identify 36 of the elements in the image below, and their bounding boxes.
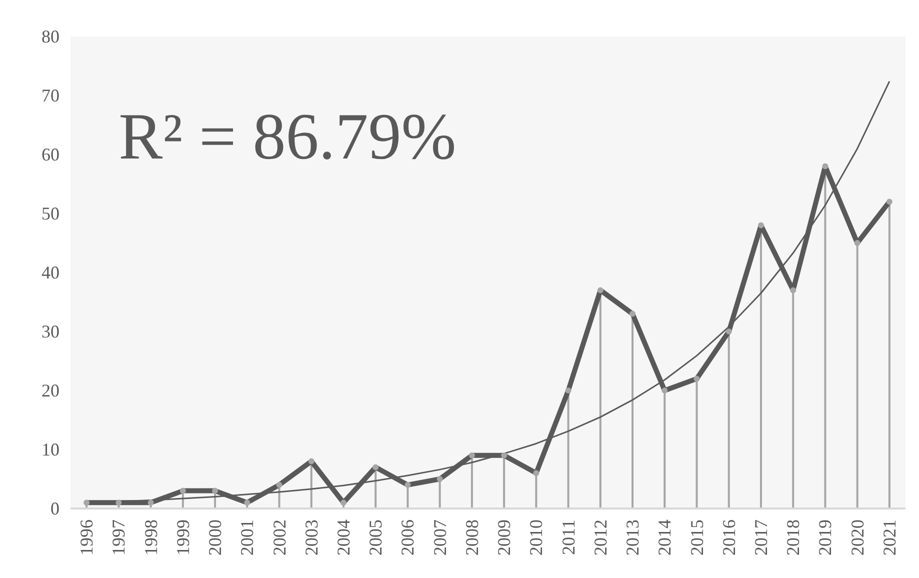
y-tick-label: 50 xyxy=(42,204,60,224)
x-tick-label: 2011 xyxy=(558,519,578,555)
y-tick-label: 0 xyxy=(50,498,60,518)
y-tick-label: 80 xyxy=(42,26,60,46)
x-tick-label: 2012 xyxy=(590,520,610,556)
x-tick-label: 2019 xyxy=(815,520,836,556)
x-tick-label: 1996 xyxy=(76,520,97,556)
y-tick-label: 70 xyxy=(42,86,60,106)
y-tick-label: 40 xyxy=(42,262,60,282)
x-tick-label: 2016 xyxy=(718,520,739,556)
x-tick-label: 1998 xyxy=(140,520,161,556)
x-tick-label: 2008 xyxy=(462,520,482,556)
x-tick-label: 2004 xyxy=(333,520,354,556)
x-tick-label: 2001 xyxy=(237,520,258,556)
x-tick-label: 2010 xyxy=(526,520,546,556)
x-tick-label: 2014 xyxy=(654,520,675,556)
x-tick-label: 2007 xyxy=(430,520,450,556)
x-tick-label: 1997 xyxy=(108,520,129,556)
x-tick-label: 2000 xyxy=(205,520,226,556)
x-tick-label: 2018 xyxy=(783,520,804,556)
x-tick-label: 2006 xyxy=(398,520,418,556)
x-tick-label: 2021 xyxy=(879,520,900,556)
x-tick-label: 2013 xyxy=(622,520,643,556)
x-tick-label: 2009 xyxy=(494,520,514,556)
y-tick-label: 20 xyxy=(42,380,60,400)
x-tick-label: 2003 xyxy=(301,520,322,556)
y-tick-label: 10 xyxy=(42,440,60,460)
x-tick-label: 2020 xyxy=(847,520,868,556)
x-tick-label: 2015 xyxy=(686,520,707,556)
x-tick-label: 1999 xyxy=(172,520,193,556)
y-tick-label: 60 xyxy=(42,144,60,164)
y-tick-label: 30 xyxy=(42,322,60,342)
annotation: R² = 86.79% xyxy=(118,100,456,174)
x-tick-label: 2005 xyxy=(366,520,386,556)
x-tick-label: 2002 xyxy=(269,520,290,556)
x-tick-label: 2017 xyxy=(750,520,771,556)
